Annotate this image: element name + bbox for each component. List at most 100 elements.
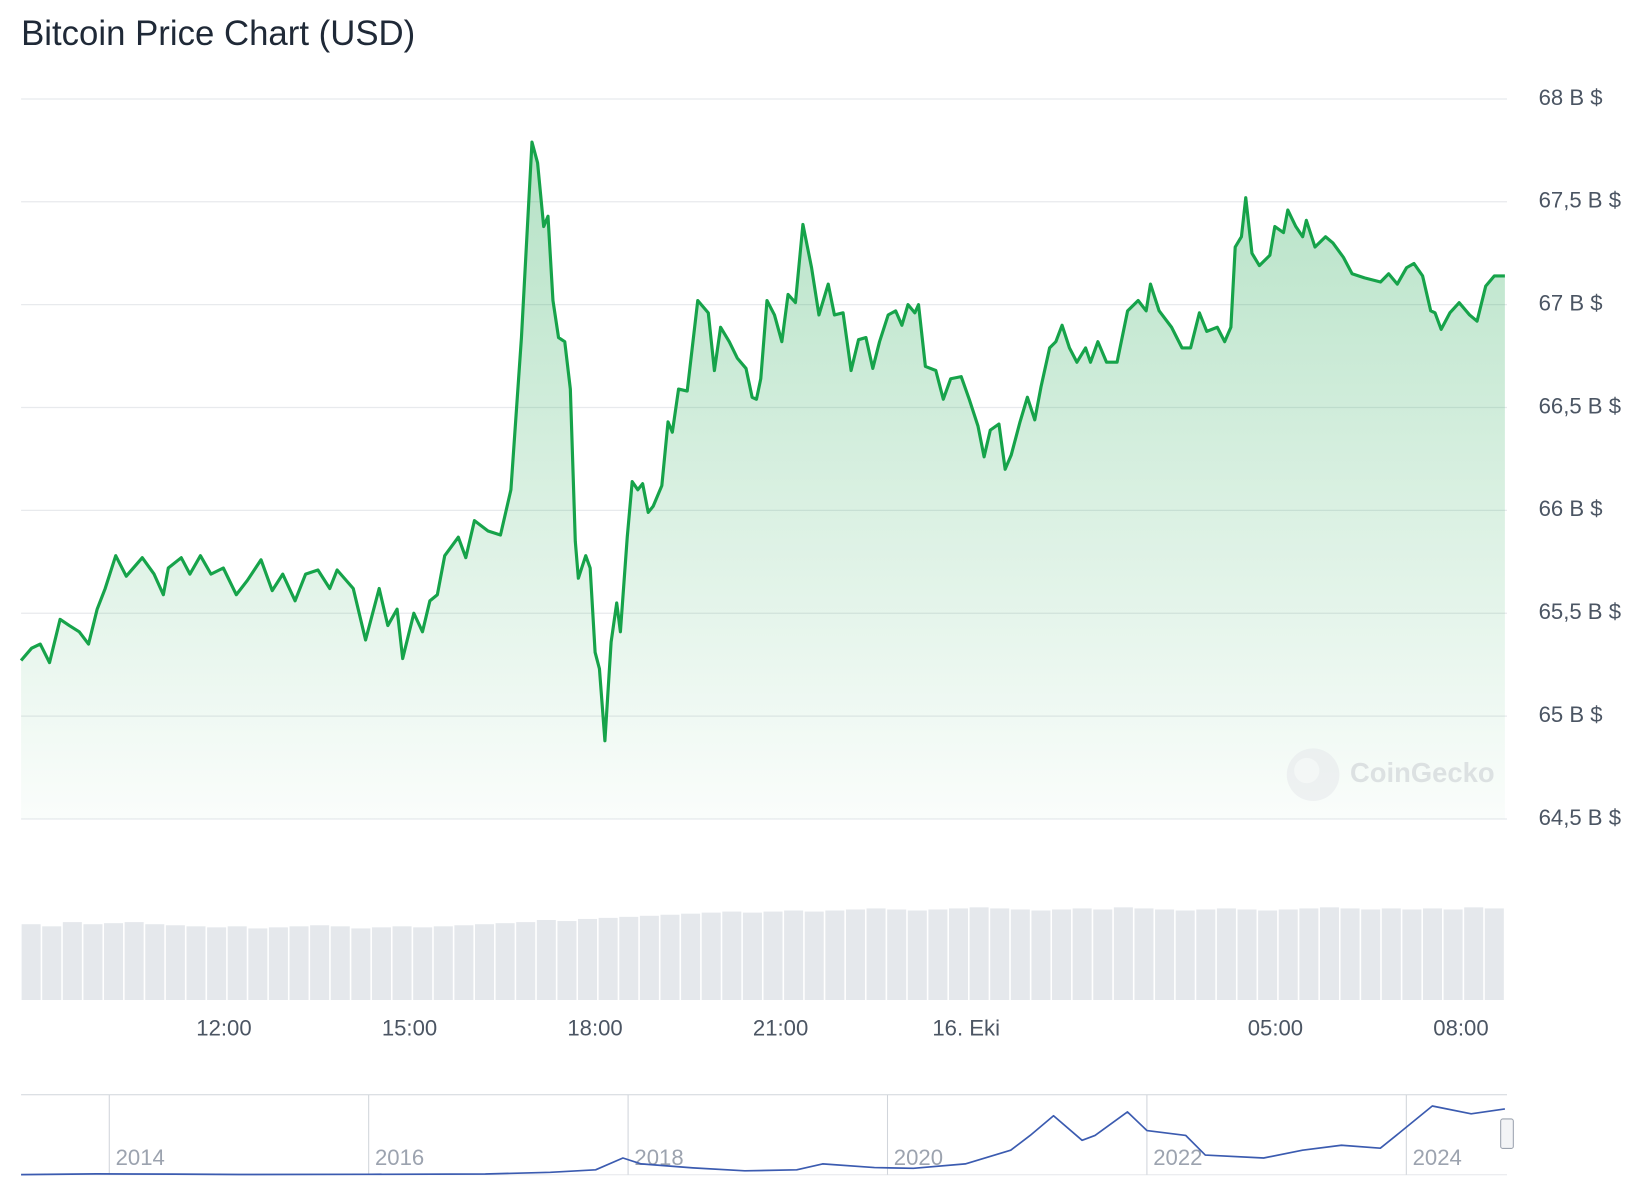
volume-bar: [804, 911, 824, 1000]
volume-bar: [145, 924, 165, 1000]
y-tick-label: 66,5 B $: [1539, 393, 1621, 418]
navigator-tick-label: 2022: [1153, 1145, 1202, 1170]
volume-bar: [330, 926, 350, 1000]
volume-bar: [454, 925, 474, 1000]
watermark-text: CoinGecko: [1350, 757, 1495, 788]
y-tick-label: 67,5 B $: [1539, 188, 1621, 213]
volume-bar: [1278, 909, 1298, 1000]
x-tick-label: 18:00: [567, 1015, 622, 1040]
volume-bar: [948, 908, 969, 1000]
x-tick-label: 15:00: [382, 1015, 437, 1040]
volume-bar: [248, 928, 268, 1000]
x-tick-label: 12:00: [196, 1015, 251, 1040]
volume-bar: [907, 910, 927, 1000]
volume-bar: [1155, 909, 1175, 1000]
volume-bar: [433, 926, 453, 1000]
volume-bar: [1072, 908, 1092, 1000]
volume-bar: [619, 916, 639, 1000]
volume-bar: [536, 920, 556, 1000]
area-fill: [21, 142, 1505, 819]
volume-bar: [928, 909, 948, 1000]
volume-bar: [1113, 907, 1133, 1000]
volume-bar: [268, 927, 288, 1000]
navigator-line: [21, 1105, 1506, 1176]
volume-bar: [1258, 910, 1278, 1000]
volume-bar: [1134, 908, 1154, 1000]
volume-bar: [1196, 909, 1216, 1000]
volume-bar: [1340, 908, 1360, 1000]
volume-bar: [516, 922, 536, 1000]
volume-bar: [1319, 907, 1339, 1000]
volume-bar: [557, 921, 577, 1000]
volume-bar: [681, 913, 701, 1000]
volume-bar: [1216, 908, 1236, 1000]
y-tick-label: 66 B $: [1539, 496, 1603, 521]
volume-bar: [1299, 908, 1319, 1000]
volume-bar: [660, 914, 680, 1000]
volume-bar: [701, 912, 721, 1000]
volume-bar: [413, 927, 433, 1000]
volume-bar: [1052, 909, 1072, 1000]
volume-bar: [866, 908, 886, 1000]
volume-bar: [969, 907, 989, 1000]
volume-bar: [578, 918, 598, 1000]
volume-bar: [42, 926, 62, 1000]
volume-bar: [1093, 909, 1113, 1000]
watermark-icon: [1294, 757, 1320, 784]
volume-bar: [1381, 908, 1401, 1000]
navigator-tick-label: 2020: [894, 1145, 943, 1170]
volume-bar: [1402, 909, 1422, 1000]
volume-bar: [990, 908, 1010, 1000]
volume-bar: [21, 924, 41, 1000]
y-tick-label: 65,5 B $: [1539, 599, 1621, 624]
volume-bar: [825, 910, 845, 1000]
chart-title: Bitcoin Price Chart (USD): [21, 15, 415, 53]
y-tick-label: 65 B $: [1539, 702, 1603, 727]
volume-bar: [845, 909, 865, 1000]
navigator-tick-label: 2024: [1413, 1145, 1462, 1170]
navigator-tick-label: 2014: [116, 1145, 165, 1170]
volume-bar: [1237, 909, 1257, 1000]
y-tick-label: 64,5 B $: [1539, 805, 1621, 830]
volume-bar: [165, 925, 185, 1000]
volume-bar: [639, 915, 659, 1000]
volume-bar: [371, 927, 391, 1000]
volume-bar: [722, 911, 742, 1000]
volume-bar: [1361, 909, 1381, 1000]
volume-bar: [1484, 908, 1504, 1000]
x-tick-label: 08:00: [1433, 1015, 1488, 1040]
volume-bar: [495, 923, 515, 1000]
volume-bar: [124, 922, 144, 1000]
price-line: [19, 140, 1505, 743]
volume-bar: [1010, 909, 1030, 1000]
volume-bar: [104, 923, 124, 1000]
volume-bar: [310, 925, 330, 1000]
volume-bar: [1031, 910, 1051, 1000]
volume-bar: [763, 911, 783, 1000]
watermark: CoinGecko: [1286, 748, 1495, 802]
x-tick-label: 21:00: [753, 1015, 808, 1040]
volume-bar: [1175, 910, 1195, 1000]
volume-bar: [392, 926, 412, 1000]
volume-bar: [1443, 909, 1463, 1000]
x-tick-label: 16. Eki: [932, 1015, 1000, 1040]
volume-bar: [784, 910, 804, 1000]
navigator-handle[interactable]: [1500, 1118, 1514, 1149]
volume-bar: [742, 912, 762, 1000]
volume-bar: [351, 928, 371, 1000]
volume-bar: [598, 917, 618, 1000]
volume-bar: [207, 927, 227, 1000]
volume-bar: [83, 924, 103, 1000]
y-tick-label: 67 B $: [1539, 291, 1603, 316]
volume-bar: [1464, 907, 1484, 1000]
volume-bar: [62, 922, 82, 1000]
y-tick-label: 68 B $: [1539, 85, 1603, 110]
volume-bar: [474, 924, 495, 1000]
volume-bar: [1422, 908, 1443, 1000]
volume-bar: [227, 926, 247, 1000]
volume-bar: [289, 926, 309, 1000]
x-tick-label: 05:00: [1248, 1015, 1303, 1040]
volume-bar: [887, 909, 907, 1000]
